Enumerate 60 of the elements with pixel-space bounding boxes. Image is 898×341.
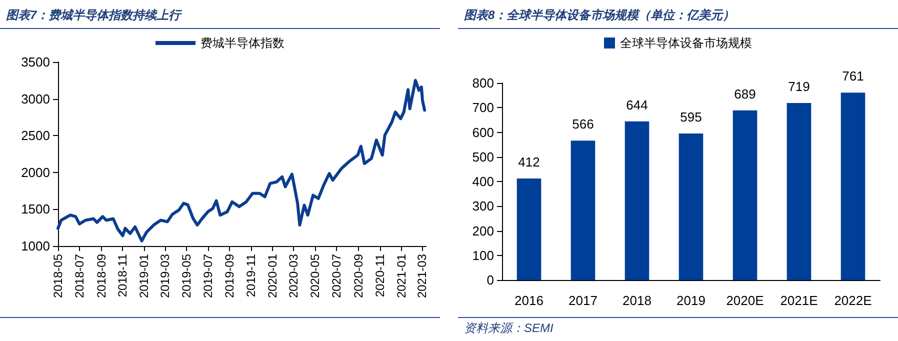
line-series [56, 78, 426, 242]
x-tick-label: 2020-09 [351, 254, 366, 298]
data-label: 595 [680, 109, 702, 124]
x-tick-label: 2019-09 [222, 254, 237, 298]
y-tick-label: 2000 [21, 164, 50, 180]
data-label: 689 [734, 86, 756, 102]
x-tick-label: 2020-03 [286, 254, 301, 298]
bar [570, 140, 596, 280]
x-tick-label: 2019-03 [158, 254, 172, 298]
y-tick-label: 100 [472, 248, 494, 263]
bar [786, 102, 812, 280]
data-label: 719 [788, 78, 810, 94]
y-tick-label: 0 [486, 272, 494, 288]
bar [840, 92, 866, 280]
x-tick-label: 2016 [514, 293, 544, 308]
y-tick-label: 500 [472, 149, 494, 164]
x-tick-label: 2020E [726, 293, 764, 308]
x-tick-label: 2018-05 [51, 254, 65, 298]
y-tick-label: 1500 [21, 202, 50, 217]
chart-title: 图表8：全球半导体设备市场规模（单位：亿美元） [464, 7, 735, 24]
x-tick-label: 2021-03 [415, 254, 430, 298]
x-tick-label: 2021E [780, 293, 818, 308]
data-label: 412 [518, 154, 540, 170]
x-tick-label: 2020-05 [308, 254, 322, 298]
data-label: 761 [842, 68, 864, 84]
x-tick-label: 2019-01 [137, 254, 152, 298]
bar [678, 133, 704, 280]
x-tick-label: 2018-11 [116, 254, 130, 298]
y-tick-label: 300 [472, 198, 494, 214]
text: 资料来源：SEMI [464, 320, 554, 337]
x-tick-label: 2019-05 [179, 254, 194, 298]
y-tick-label: 400 [472, 174, 494, 189]
y-tick-label: 1000 [21, 238, 50, 254]
y-tick-label: 800 [472, 76, 494, 90]
bar [732, 110, 758, 280]
x-tick-label: 2018-07 [72, 254, 86, 298]
x-tick-label: 2019 [676, 293, 706, 308]
bar [516, 178, 542, 280]
x-tick-label: 2020-01 [266, 254, 280, 298]
x-tick-label: 2017 [568, 293, 598, 308]
bar [624, 121, 650, 280]
x-tick-label: 2021-01 [394, 254, 408, 298]
chart-title: 图表7：费城半导体指数持续上行 [6, 7, 181, 24]
y-tick-label: 2500 [21, 128, 50, 144]
x-tick-label: 2022E [834, 293, 872, 308]
y-tick-label: 200 [472, 223, 494, 238]
legend-label: 费城半导体指数 [200, 36, 284, 50]
x-tick-label: 2018-09 [94, 254, 108, 298]
x-tick-label: 2020-11 [372, 254, 387, 298]
legend-label: 全球半导体设备市场规模 [620, 36, 752, 50]
data-label: 644 [626, 97, 648, 112]
y-tick-label: 600 [472, 124, 494, 140]
x-tick-label: 2018 [622, 293, 652, 308]
y-tick-label: 3000 [21, 91, 50, 106]
y-tick-label: 700 [472, 100, 494, 116]
x-tick-label: 2019-11 [244, 254, 258, 298]
data-label: 566 [572, 116, 594, 132]
x-tick-label: 2020-07 [330, 254, 344, 298]
y-tick-label: 3500 [21, 54, 50, 70]
x-tick-label: 2019-07 [200, 254, 215, 298]
